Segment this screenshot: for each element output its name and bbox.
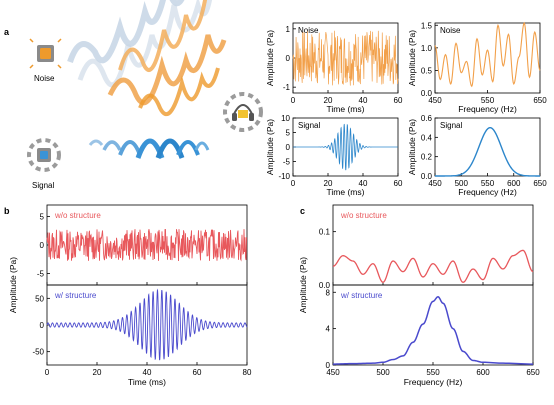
signal-time-xtick-label: 60 <box>394 179 403 188</box>
noise-freq-line <box>434 21 541 88</box>
noise-freq-xtick-label: 650 <box>533 96 547 105</box>
signal-time-ytick-label: 10 <box>281 114 290 123</box>
signal-freq-xtick-label: 550 <box>481 179 495 188</box>
noise-freq-ytick-label: 1.0 <box>421 44 433 53</box>
signal-wave-icon <box>88 138 210 159</box>
signal-freq-line <box>435 127 540 177</box>
signal-source-label: Signal <box>32 181 54 190</box>
signal-time-ylabel: Amplitude (Pa) <box>265 119 275 175</box>
c-bottom-ytick-label: 4 <box>326 325 331 334</box>
c-bottom-xtick-label: 600 <box>476 368 490 377</box>
headphones-icon <box>223 92 263 132</box>
noise-time-ytick-label: -1 <box>283 83 291 92</box>
signal-time-ytick-label: -5 <box>283 158 291 167</box>
c-bottom-ytick-label: 0 <box>326 361 331 370</box>
signal-time-ytick-label: -10 <box>278 172 290 181</box>
noise-freq-ytick-label: 1.5 <box>421 21 433 30</box>
b-ylabel: Amplitude (Pa) <box>8 257 18 313</box>
noise-freq-xlabel: Frequency (Hz) <box>458 104 517 114</box>
noise-source-label: Noise <box>34 74 55 83</box>
noise-wave-icon <box>67 0 227 116</box>
b-top-ytick-label: 5 <box>40 212 45 221</box>
signal-time-ytick-label: 5 <box>286 129 291 138</box>
illustration: Noise Signal <box>27 0 263 190</box>
b-bottom-ytick-label: 0 <box>40 321 45 330</box>
b-top-ytick-label: 0 <box>40 241 45 250</box>
speaker-icon <box>29 38 62 69</box>
b-bottom-xtick-label: 0 <box>45 368 50 377</box>
c-bottom-xtick-label: 500 <box>376 368 390 377</box>
noise-time-xlabel: Time (ms) <box>327 104 365 114</box>
noise-freq-ytick-label: 0.0 <box>421 89 433 98</box>
signal-freq-series-name: Signal <box>440 121 462 130</box>
noise-time-xtick-label: 20 <box>324 96 333 105</box>
signal-time-xtick-label: 0 <box>291 179 296 188</box>
b-xlabel: Time (ms) <box>128 377 166 387</box>
signal-freq-xtick-label: 650 <box>533 179 547 188</box>
signal-freq-ytick-label: 0.2 <box>421 153 433 162</box>
c-ylabel: Amplitude (Pa) <box>298 257 308 313</box>
signal-time-xtick-label: 40 <box>359 179 368 188</box>
c-xlabel: Frequency (Hz) <box>404 377 463 387</box>
b-bottom-xtick-label: 40 <box>143 368 152 377</box>
c-top-series-name: w/o structure <box>340 211 387 220</box>
signal-time-ytick-label: 0 <box>286 143 291 152</box>
noise-freq-ylabel: Amplitude (Pa) <box>407 30 417 86</box>
c-top-line <box>332 249 534 284</box>
b-top-line <box>46 228 247 262</box>
c-bottom-xtick-label: 450 <box>326 368 340 377</box>
b-bottom-series-name: w/ structure <box>54 291 97 300</box>
b-bottom-xtick-label: 20 <box>93 368 102 377</box>
noise-time-ytick-label: 0 <box>286 54 291 63</box>
signal-freq-ylabel: Amplitude (Pa) <box>407 119 417 175</box>
c-bottom-xtick-label: 650 <box>526 368 540 377</box>
signal-time-xlabel: Time (ms) <box>327 187 365 197</box>
noise-freq-xtick-label: 550 <box>481 96 495 105</box>
signal-time-xtick-label: 20 <box>324 179 333 188</box>
signal-freq-xtick-label: 450 <box>428 179 442 188</box>
b-bottom-xtick-label: 80 <box>243 368 252 377</box>
signal-freq-xtick-label: 500 <box>455 179 469 188</box>
noise-time-ylabel: Amplitude (Pa) <box>265 30 275 86</box>
c-bottom-xtick-label: 550 <box>426 368 440 377</box>
signal-time-series-name: Signal <box>298 121 320 130</box>
signal-time-line <box>293 123 398 171</box>
noise-time-xtick-label: 40 <box>359 96 368 105</box>
noise-time-xtick-label: 60 <box>394 96 403 105</box>
noise-time-ytick-label: 1 <box>286 25 291 34</box>
panel-c-label: c <box>300 206 305 216</box>
noise-freq-series-name: Noise <box>440 26 461 35</box>
b-top-ytick-label: -5 <box>37 270 45 279</box>
signal-freq-xtick-label: 600 <box>507 179 521 188</box>
noise-freq-ytick-label: 0.5 <box>421 66 433 75</box>
signal-freq-ytick-label: 0.6 <box>421 114 433 123</box>
c-bottom-line <box>332 296 534 365</box>
panel-a-label: a <box>4 27 10 37</box>
c-top-ytick-label: 0.0 <box>319 281 331 290</box>
signal-freq-ytick-label: 0.4 <box>421 133 433 142</box>
noise-time-line <box>292 30 399 86</box>
b-bottom-xtick-label: 60 <box>193 368 202 377</box>
noise-time-series-name: Noise <box>298 26 319 35</box>
c-bottom-series-name: w/ structure <box>340 291 383 300</box>
noise-time-xtick-label: 0 <box>291 96 296 105</box>
c-top-ytick-label: 0.1 <box>319 228 331 237</box>
panel-b-label: b <box>4 206 10 216</box>
b-bottom-line <box>46 288 248 361</box>
b-bottom-ytick-label: -50 <box>32 348 44 357</box>
noise-freq-xtick-label: 450 <box>428 96 442 105</box>
signal-freq-xlabel: Frequency (Hz) <box>458 187 517 197</box>
signal-freq-ytick-label: 0.0 <box>421 172 433 181</box>
b-bottom-ytick-label: 50 <box>35 294 44 303</box>
c-bottom-ytick-label: 8 <box>326 288 331 297</box>
sensor-icon <box>27 138 61 172</box>
b-top-series-name: w/o structure <box>54 211 101 220</box>
